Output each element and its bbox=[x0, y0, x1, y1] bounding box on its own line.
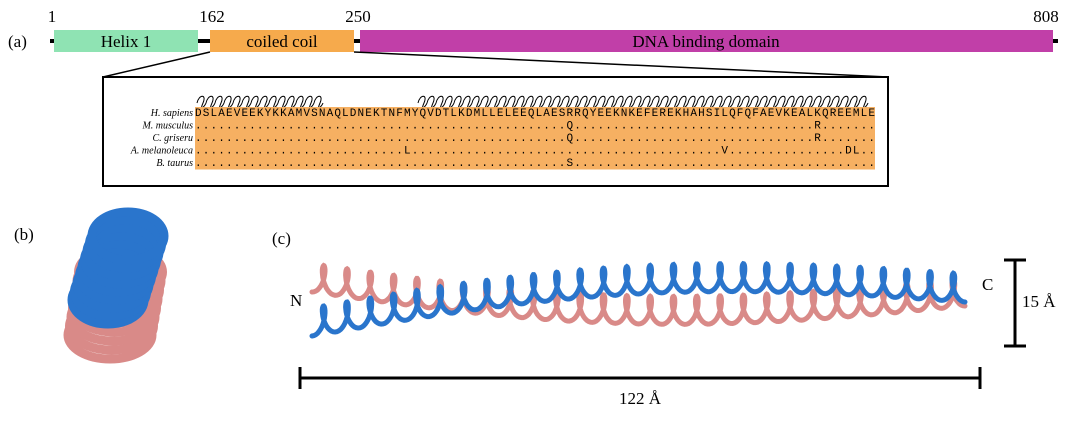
species-name: B. taurus bbox=[156, 158, 193, 169]
domain-label: Helix 1 bbox=[101, 32, 152, 51]
zoom-line bbox=[353, 51, 889, 78]
sequence: ........................................… bbox=[195, 133, 875, 145]
length-label: 122 Å bbox=[619, 389, 662, 408]
structure-side-view bbox=[309, 260, 968, 339]
alignment-highlight bbox=[195, 132, 875, 145]
alignment-highlight bbox=[195, 119, 875, 132]
n-terminus: N bbox=[290, 291, 302, 310]
panel-label: (a) bbox=[8, 32, 27, 51]
alignment-highlight bbox=[195, 157, 875, 170]
domain-label: coiled coil bbox=[246, 32, 318, 51]
zoom-line bbox=[102, 51, 211, 78]
helix-symbol bbox=[196, 95, 324, 109]
position-label: 250 bbox=[345, 7, 371, 26]
alignment: H. sapiens DSLAEVEEKYKKAMVSNAQLDNEKTNFMYQ… bbox=[130, 95, 875, 170]
panel-label: (b) bbox=[14, 225, 34, 244]
domain-coiled-coil bbox=[210, 30, 354, 52]
domain-label: DNA binding domain bbox=[632, 32, 780, 51]
alignment-highlight bbox=[195, 107, 875, 120]
sequence: ...........................L............… bbox=[195, 146, 875, 158]
helix-ring bbox=[87, 207, 169, 265]
sequence: ........................................… bbox=[195, 158, 875, 170]
helix-strand bbox=[309, 260, 968, 339]
species-name: A. melanoleuca bbox=[130, 146, 193, 157]
structure-top-view bbox=[63, 207, 169, 364]
helix-strand bbox=[309, 262, 968, 327]
alignment-box bbox=[102, 76, 889, 187]
scale-bar-horizontal bbox=[298, 367, 982, 389]
position-label: 808 bbox=[1033, 7, 1059, 26]
species-name: M. musculus bbox=[141, 121, 193, 132]
species-name: C. griseru bbox=[152, 133, 193, 144]
sequence: DSLAEVEEKYKKAMVSNAQLDNEKTNFMYQVDTLKDMLLE… bbox=[195, 108, 875, 120]
panel-label: (c) bbox=[272, 229, 291, 248]
sequence: ........................................… bbox=[195, 121, 875, 133]
species-name: H. sapiens bbox=[150, 108, 193, 119]
alignment-highlight bbox=[195, 144, 875, 157]
domain-dna-binding bbox=[360, 30, 1053, 52]
position-label: 1 bbox=[48, 7, 57, 26]
width-label: 15 Å bbox=[1022, 292, 1056, 311]
helix-symbol bbox=[417, 95, 869, 109]
domain-helix bbox=[54, 30, 198, 52]
c-terminus: C bbox=[982, 275, 993, 294]
position-label: 162 bbox=[199, 7, 225, 26]
scale-bar-vertical bbox=[1004, 258, 1026, 348]
